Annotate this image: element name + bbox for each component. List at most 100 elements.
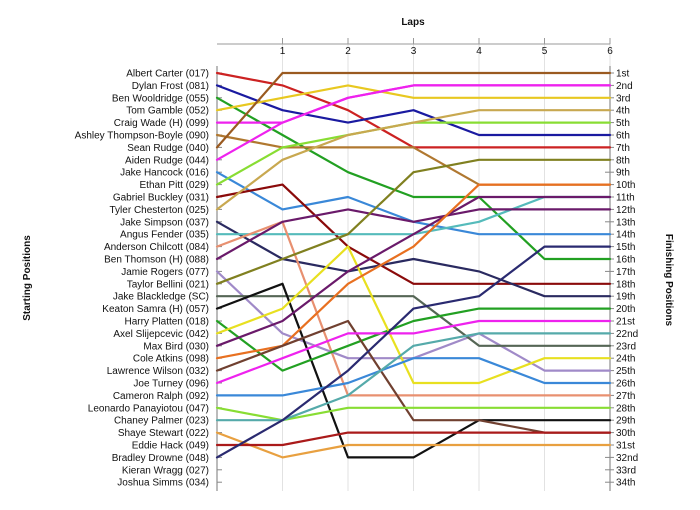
x-tick-label: 6 xyxy=(607,46,613,57)
driver-label: Albert Carter (017) xyxy=(126,69,209,80)
finishing-label: 17th xyxy=(616,267,635,278)
driver-label: Chaney Palmer (023) xyxy=(114,416,209,427)
series-line-7 xyxy=(215,71,612,149)
finishing-label: 11th xyxy=(616,193,635,204)
driver-label: Gabriel Buckley (031) xyxy=(113,193,209,204)
finishing-label: 21st xyxy=(616,317,635,328)
driver-label: Eddie Hack (049) xyxy=(132,441,209,452)
finishing-label: 13th xyxy=(616,217,635,228)
finishing-label: 2nd xyxy=(616,81,633,92)
finishing-label: 20th xyxy=(616,304,635,315)
series-line-23 xyxy=(215,195,612,347)
series-line-16 xyxy=(215,208,612,261)
series-line-4 xyxy=(215,84,612,112)
finishing-label: 30th xyxy=(616,428,635,439)
driver-label: Keaton Samra (H) (057) xyxy=(102,304,209,315)
finishing-label: 25th xyxy=(616,366,635,377)
finishing-label: 27th xyxy=(616,391,635,402)
series-line-27 xyxy=(215,357,612,397)
series-line-11 xyxy=(215,183,612,285)
driver-label: Ben Wooldridge (055) xyxy=(112,93,209,104)
driver-label: Anderson Chilcott (084) xyxy=(104,242,209,253)
driver-label: Dylan Frost (081) xyxy=(132,81,209,92)
driver-label: Aiden Rudge (044) xyxy=(125,155,209,166)
y-axis-label-right: Finishing Positions xyxy=(663,234,674,327)
x-ticks: 1 2 3 4 5 6 xyxy=(280,38,613,57)
driver-label: Jamie Rogers (077) xyxy=(121,267,209,278)
finishing-label: 31st xyxy=(616,441,635,452)
chart-title: Laps xyxy=(401,17,425,28)
driver-label: Craig Wade (H) (099) xyxy=(114,118,209,129)
driver-label: Shaye Stewart (022) xyxy=(118,428,209,439)
driver-label: Cameron Ralph (092) xyxy=(113,391,209,402)
series-line-19 xyxy=(215,295,612,347)
series-line-21 xyxy=(215,307,612,372)
driver-label: Joe Turney (096) xyxy=(133,379,209,390)
driver-label: Lawrence Wilson (032) xyxy=(107,366,209,377)
driver-label: Taylor Bellini (021) xyxy=(127,279,209,290)
driver-label: Jake Hancock (016) xyxy=(120,168,209,179)
series-line-22 xyxy=(215,245,612,385)
series-line-18 xyxy=(215,158,612,285)
x-tick-label: 5 xyxy=(542,46,548,57)
finishing-label: 22nd xyxy=(616,329,638,340)
series-line-8 xyxy=(215,84,612,161)
finishing-label: 6th xyxy=(616,131,630,142)
finishing-label: 5th xyxy=(616,118,630,129)
driver-label: Sean Rudge (040) xyxy=(127,143,209,154)
finishing-label: 33rd xyxy=(616,465,636,476)
driver-label: Harry Platten (018) xyxy=(125,317,209,328)
driver-label: Kieran Wragg (027) xyxy=(122,465,209,476)
driver-label: Max Bird (030) xyxy=(143,341,209,352)
finishing-label: 7th xyxy=(616,143,630,154)
driver-label: Jake Blackledge (SC) xyxy=(113,292,209,303)
finishing-label: 29th xyxy=(616,416,635,427)
driver-label: Angus Fender (035) xyxy=(120,230,209,241)
x-tick-label: 2 xyxy=(345,46,351,57)
series-line-3 xyxy=(215,96,612,261)
series-line-20 xyxy=(215,282,612,459)
finishing-label: 9th xyxy=(616,168,630,179)
driver-label: Ethan Pitt (029) xyxy=(140,180,209,191)
finishing-label: 14th xyxy=(616,230,635,241)
driver-label: Ashley Thompson-Boyle (090) xyxy=(75,131,209,142)
finishing-label: 26th xyxy=(616,379,635,390)
finishing-label: 10th xyxy=(616,180,635,191)
finishing-label: 3rd xyxy=(616,93,630,104)
finishing-label: 28th xyxy=(616,403,635,414)
finishing-label: 23rd xyxy=(616,341,636,352)
driver-label: Joshua Simms (034) xyxy=(117,478,209,489)
finishing-label: 12th xyxy=(616,205,635,216)
y-axis-label-left: Starting Positions xyxy=(22,235,33,321)
driver-label: Tyler Chesterton (025) xyxy=(110,205,210,216)
x-tick-label: 1 xyxy=(280,46,286,57)
finishing-label: 24th xyxy=(616,354,635,365)
series-line-30 xyxy=(215,431,612,459)
finishing-label: 32nd xyxy=(616,453,638,464)
finishing-position-labels: 1st2nd3rd4th5th6th7th8th9th10th11th12th1… xyxy=(605,69,638,489)
finishing-label: 19th xyxy=(616,292,635,303)
driver-label: Jake Simpson (037) xyxy=(120,217,209,228)
series-line-26 xyxy=(215,319,612,385)
finishing-label: 15th xyxy=(616,242,635,253)
x-tick-label: 4 xyxy=(476,46,482,57)
driver-label: Ben Thomson (H) (088) xyxy=(104,255,209,266)
series-line-31 xyxy=(215,431,612,447)
finishing-label: 4th xyxy=(616,106,630,117)
finishing-label: 16th xyxy=(616,255,635,266)
driver-label: Bradley Drowne (048) xyxy=(112,453,209,464)
finishing-label: 34th xyxy=(616,478,635,489)
series-line-32 xyxy=(215,245,612,459)
driver-label: Leonardo Panayiotou (047) xyxy=(88,403,209,414)
driver-label: Cole Atkins (098) xyxy=(133,354,209,365)
finishing-label: 18th xyxy=(616,279,635,290)
driver-label: Axel Slijepcevic (042) xyxy=(113,329,209,340)
starting-position-labels: Albert Carter (017)Dylan Frost (081)Ben … xyxy=(75,69,222,489)
series-lines xyxy=(215,71,612,459)
x-tick-label: 3 xyxy=(411,46,417,57)
finishing-label: 8th xyxy=(616,155,630,166)
driver-label: Tom Gamble (052) xyxy=(126,106,209,117)
finishing-label: 1st xyxy=(616,69,630,80)
series-line-2 xyxy=(215,84,612,137)
